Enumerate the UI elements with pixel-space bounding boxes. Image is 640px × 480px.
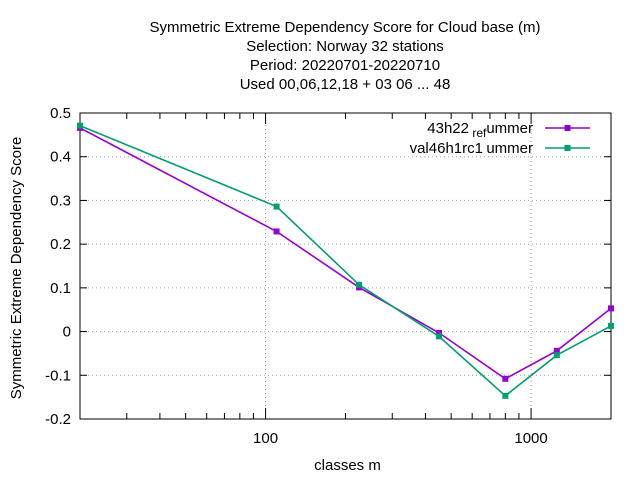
data-point bbox=[502, 375, 509, 382]
data-point bbox=[553, 352, 560, 359]
data-point bbox=[608, 322, 614, 329]
series-line bbox=[79, 124, 612, 397]
data-point bbox=[273, 203, 280, 210]
x-tick-label: 100 bbox=[253, 430, 278, 447]
legend-marker bbox=[564, 125, 571, 131]
data-point bbox=[608, 305, 614, 312]
chart-title: Symmetric Extreme Dependency Score for C… bbox=[150, 19, 541, 93]
y-tick-label: 0 bbox=[63, 324, 71, 341]
data-point bbox=[436, 333, 443, 340]
data-point bbox=[356, 281, 363, 288]
data-point bbox=[502, 392, 509, 399]
y-tick-label: 0.3 bbox=[50, 192, 71, 209]
title-line: Symmetric Extreme Dependency Score for C… bbox=[150, 19, 541, 36]
legend-item: val46h1rc1 ummer bbox=[410, 140, 590, 160]
y-tick-label: -0.1 bbox=[45, 367, 71, 384]
series-2 bbox=[77, 122, 614, 399]
legend-marker bbox=[564, 145, 571, 151]
y-tick-label: 0.1 bbox=[50, 280, 71, 297]
title-line: Period: 20220701-20220710 bbox=[250, 57, 440, 74]
y-axis-label: Symmetric Extreme Dependency Score bbox=[8, 137, 25, 400]
y-tick-label: 0.5 bbox=[50, 105, 71, 122]
y-tick-label: -0.2 bbox=[45, 411, 71, 428]
series bbox=[77, 122, 614, 399]
axes: -0.2 -0.1 0 0.1 0.2 0.3 0.4 0.5 100 1000 bbox=[45, 105, 612, 447]
x-tick-label: 1000 bbox=[514, 430, 547, 447]
data-point bbox=[553, 347, 560, 354]
legend-item: 43h22 refummer bbox=[427, 120, 590, 140]
legend-label: 43h22 refummer bbox=[427, 120, 533, 140]
data-point bbox=[77, 122, 83, 129]
series-1 bbox=[77, 124, 614, 382]
x-axis-label: classes m bbox=[314, 457, 381, 474]
grid bbox=[80, 113, 611, 419]
legend-label: val46h1rc1 ummer bbox=[410, 140, 533, 160]
y-tick-label: 0.2 bbox=[50, 236, 71, 253]
y-tick-label: 0.4 bbox=[50, 149, 71, 166]
data-point bbox=[436, 329, 443, 336]
data-point bbox=[273, 228, 280, 235]
title-line: Selection: Norway 32 stations bbox=[246, 38, 444, 55]
title-line: Used 00,06,12,18 + 03 06 ... 48 bbox=[240, 76, 451, 93]
